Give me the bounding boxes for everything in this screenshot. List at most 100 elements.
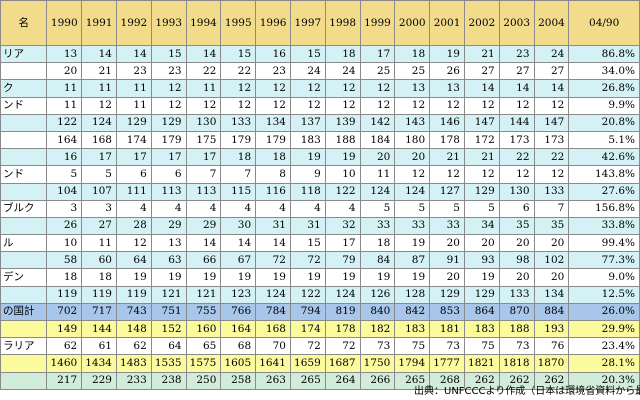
value-cell: 250 [185, 371, 222, 390]
value-cell: 19 [255, 268, 291, 287]
value-cell: 1605 [220, 354, 257, 373]
value-cell: 12 [324, 96, 361, 115]
value-cell: 72 [289, 337, 326, 356]
value-cell: 10 [324, 165, 361, 184]
value-cell: 884 [533, 302, 570, 322]
value-cell: 70 [255, 337, 291, 356]
ratio-cell: 26.0% [568, 302, 640, 322]
value-cell: 12 [498, 96, 535, 115]
value-cell: 1659 [289, 354, 326, 373]
table-row: 149 144 148 152 160 164 168 174 178 182 183 181 183 1… [0, 319, 640, 339]
table-row: 119 119 119 121 121 123 124 122 124 126 128 129 129 1… [0, 285, 640, 304]
ratio-cell: 156.8% [568, 199, 640, 218]
value-cell: 129 [463, 182, 500, 201]
value-cell: 87 [394, 251, 431, 270]
value-cell: 1870 [533, 354, 570, 373]
value-cell: 12 [81, 96, 117, 115]
row-name-cell: ンド [0, 165, 48, 184]
value-cell: 35 [533, 216, 570, 236]
value-cell: 5 [81, 165, 117, 184]
row-name-cell: ラリア [0, 337, 48, 356]
value-cell: 30 [220, 216, 257, 236]
emissions-table: 名 1990 1991 1992 1993 1994 1995 1996 1997 1998 199… [0, 0, 640, 390]
value-cell: 7 [533, 199, 570, 218]
value-cell: 12 [150, 79, 187, 98]
value-cell: 19 [115, 268, 152, 287]
value-cell: 149 [46, 319, 83, 339]
value-cell: 168 [255, 319, 291, 339]
value-cell: 268 [429, 371, 465, 390]
value-cell: 183 [289, 130, 326, 150]
header-year: 1992 [115, 0, 152, 46]
value-cell: 15 [289, 44, 326, 64]
value-cell: 32 [324, 216, 361, 236]
value-cell: 784 [255, 302, 291, 322]
value-cell: 7 [220, 165, 257, 184]
value-cell: 72 [255, 251, 291, 270]
value-cell: 173 [498, 130, 535, 150]
value-cell: 12 [533, 96, 570, 115]
value-cell: 14 [185, 44, 222, 64]
value-cell: 168 [81, 130, 117, 150]
value-cell: 233 [115, 371, 152, 390]
value-cell: 264 [324, 371, 361, 390]
header-year: 1991 [81, 0, 117, 46]
value-cell: 19 [185, 268, 222, 287]
value-cell: 1821 [463, 354, 500, 373]
value-cell: 17 [81, 148, 117, 167]
value-cell: 19 [429, 44, 465, 64]
value-cell: 19 [324, 268, 361, 287]
header-year: 1998 [324, 0, 361, 46]
value-cell: 766 [220, 302, 257, 322]
value-cell: 119 [115, 285, 152, 304]
value-cell: 15 [289, 234, 326, 253]
header-year: 2004 [533, 0, 570, 46]
value-cell: 18 [220, 148, 257, 167]
value-cell: 148 [115, 319, 152, 339]
value-cell: 175 [185, 130, 222, 150]
value-cell: 12 [394, 96, 431, 115]
value-cell: 116 [255, 182, 291, 201]
value-cell: 14 [255, 234, 291, 253]
value-cell: 121 [150, 285, 187, 304]
value-cell: 34 [463, 216, 500, 236]
row-name-cell: ンド [0, 96, 48, 115]
header-ratio: 04/90 [568, 0, 640, 46]
value-cell: 21 [81, 62, 117, 81]
value-cell: 20 [46, 62, 83, 81]
value-cell: 1777 [429, 354, 465, 373]
value-cell: 62 [46, 337, 83, 356]
row-name-cell [0, 216, 48, 236]
value-cell: 124 [359, 182, 396, 201]
value-cell: 179 [150, 130, 187, 150]
value-cell: 1750 [359, 354, 396, 373]
value-cell: 26 [46, 216, 83, 236]
value-cell: 14 [498, 79, 535, 98]
table-row: 58 60 64 63 66 67 72 72 79 84 87 91 93 98 102 77.3% [0, 251, 640, 270]
value-cell: 139 [324, 113, 361, 132]
value-cell: 33 [394, 216, 431, 236]
value-cell: 1535 [150, 354, 187, 373]
value-cell: 178 [324, 319, 361, 339]
value-cell: 22 [533, 148, 570, 167]
value-cell: 11 [115, 79, 152, 98]
value-cell: 14 [533, 79, 570, 98]
value-cell: 12 [359, 96, 396, 115]
value-cell: 18 [394, 44, 431, 64]
value-cell: 12 [220, 96, 257, 115]
value-cell: 4 [150, 199, 187, 218]
value-cell: 130 [498, 182, 535, 201]
row-name-cell [0, 182, 48, 201]
value-cell: 124 [394, 182, 431, 201]
value-cell: 75 [463, 337, 500, 356]
value-cell: 67 [220, 251, 257, 270]
value-cell: 262 [533, 371, 570, 390]
ratio-cell: 42.6% [568, 148, 640, 167]
header-year: 2000 [394, 0, 431, 46]
table-header: 名 1990 1991 1992 1993 1994 1995 1996 1997 1998 199… [0, 0, 640, 46]
value-cell: 143 [394, 113, 431, 132]
value-cell: 262 [463, 371, 500, 390]
row-name-cell [0, 62, 48, 81]
value-cell: 183 [463, 319, 500, 339]
